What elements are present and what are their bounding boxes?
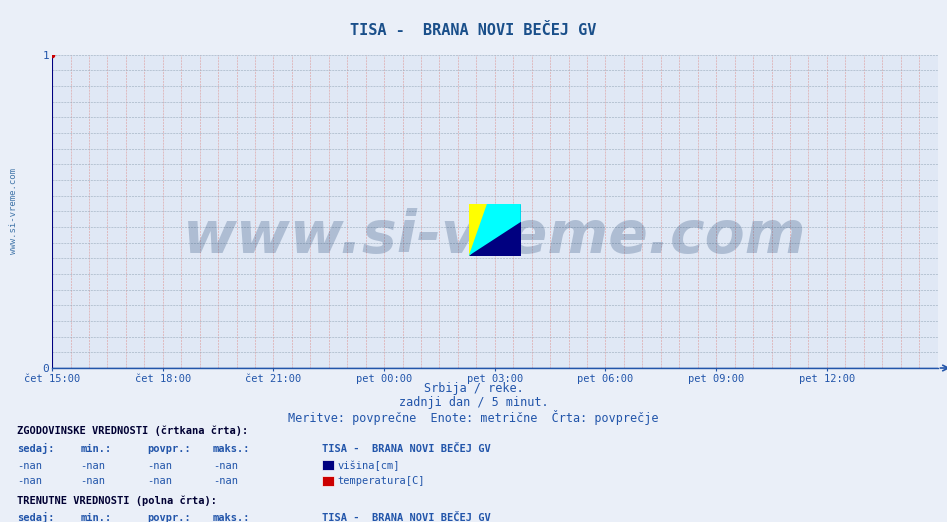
Text: min.:: min.: [80,514,112,522]
Text: zadnji dan / 5 minut.: zadnji dan / 5 minut. [399,396,548,409]
Polygon shape [469,204,521,256]
Polygon shape [469,204,521,256]
Text: višina[cm]: višina[cm] [337,460,400,471]
Text: Meritve: povprečne  Enote: metrične  Črta: povprečje: Meritve: povprečne Enote: metrične Črta:… [288,410,659,425]
Text: min.:: min.: [80,444,112,454]
Text: www.si-vreme.com: www.si-vreme.com [183,208,807,265]
Text: -nan: -nan [147,461,171,471]
Text: sedaj:: sedaj: [17,513,55,522]
Text: -nan: -nan [213,477,238,487]
Text: TISA -  BRANA NOVI BEČEJ GV: TISA - BRANA NOVI BEČEJ GV [350,23,597,39]
Text: sedaj:: sedaj: [17,443,55,454]
Text: -nan: -nan [17,477,42,487]
Text: povpr.:: povpr.: [147,444,190,454]
Text: Srbija / reke.: Srbija / reke. [423,382,524,395]
Text: -nan: -nan [80,477,105,487]
Text: -nan: -nan [17,461,42,471]
Text: temperatura[C]: temperatura[C] [337,477,424,487]
Text: TRENUTNE VREDNOSTI (polna črta):: TRENUTNE VREDNOSTI (polna črta): [17,496,217,506]
Text: TISA -  BRANA NOVI BEČEJ GV: TISA - BRANA NOVI BEČEJ GV [322,444,491,454]
Text: maks.:: maks.: [213,444,251,454]
Text: www.si-vreme.com: www.si-vreme.com [9,169,18,254]
Text: TISA -  BRANA NOVI BEČEJ GV: TISA - BRANA NOVI BEČEJ GV [322,514,491,522]
Polygon shape [469,204,521,256]
Text: -nan: -nan [80,461,105,471]
Text: maks.:: maks.: [213,514,251,522]
Text: ZGODOVINSKE VREDNOSTI (črtkana črta):: ZGODOVINSKE VREDNOSTI (črtkana črta): [17,426,248,436]
Text: -nan: -nan [147,477,171,487]
Text: -nan: -nan [213,461,238,471]
Text: povpr.:: povpr.: [147,514,190,522]
